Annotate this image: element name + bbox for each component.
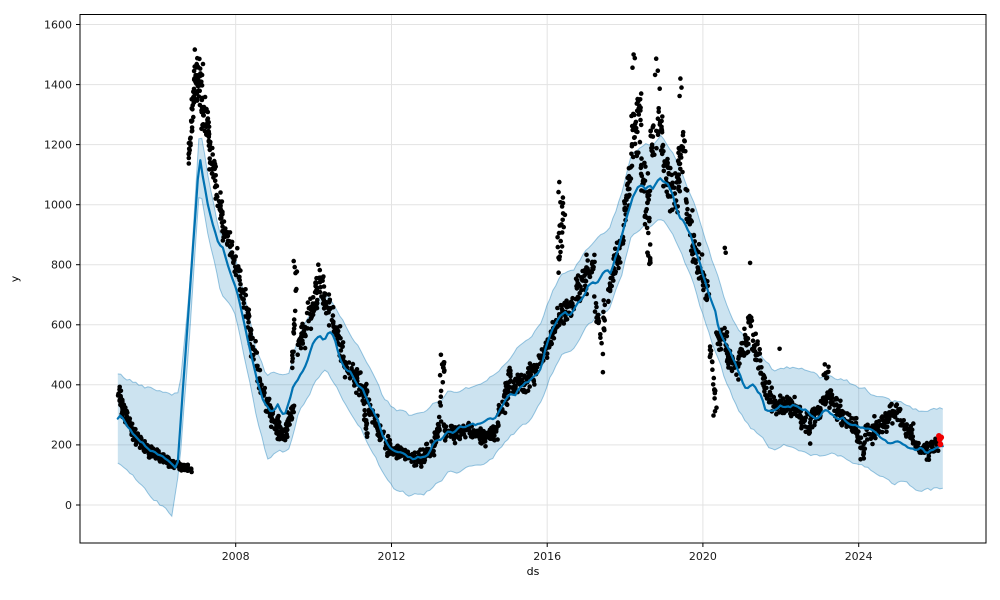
y-tick-label: 1400 xyxy=(44,78,72,91)
x-axis: 2008 2012 2016 2020 2024 xyxy=(222,543,873,563)
y-axis: 0 200 400 600 800 1000 1200 1400 1600 xyxy=(44,18,80,512)
y-tick-label: 400 xyxy=(51,379,72,392)
y-tick-label: 600 xyxy=(51,319,72,332)
y-tick-label: 0 xyxy=(65,499,72,512)
anomaly-points xyxy=(936,433,945,448)
y-tick-label: 1200 xyxy=(44,138,72,151)
uncertainty-band xyxy=(117,135,943,517)
gridlines xyxy=(80,14,986,543)
x-tick-label: 2008 xyxy=(222,550,250,563)
uncertainty-upper-edge xyxy=(117,134,944,416)
x-tick-label: 2020 xyxy=(689,550,717,563)
plot-frame xyxy=(79,14,987,544)
y-tick-label: 1000 xyxy=(44,199,72,212)
y-tick-label: 200 xyxy=(51,439,72,452)
y-tick-label: 800 xyxy=(51,259,72,272)
uncertainty-lower-edge xyxy=(117,197,943,518)
plot-area xyxy=(115,47,945,518)
y-tick-label: 1600 xyxy=(44,18,72,31)
y-axis-label: y xyxy=(8,275,22,283)
x-tick-label: 2012 xyxy=(378,550,406,563)
x-axis-label: ds xyxy=(526,565,540,578)
x-tick-label: 2024 xyxy=(845,550,873,563)
x-tick-label: 2016 xyxy=(533,550,561,563)
forecast-line xyxy=(116,159,944,469)
